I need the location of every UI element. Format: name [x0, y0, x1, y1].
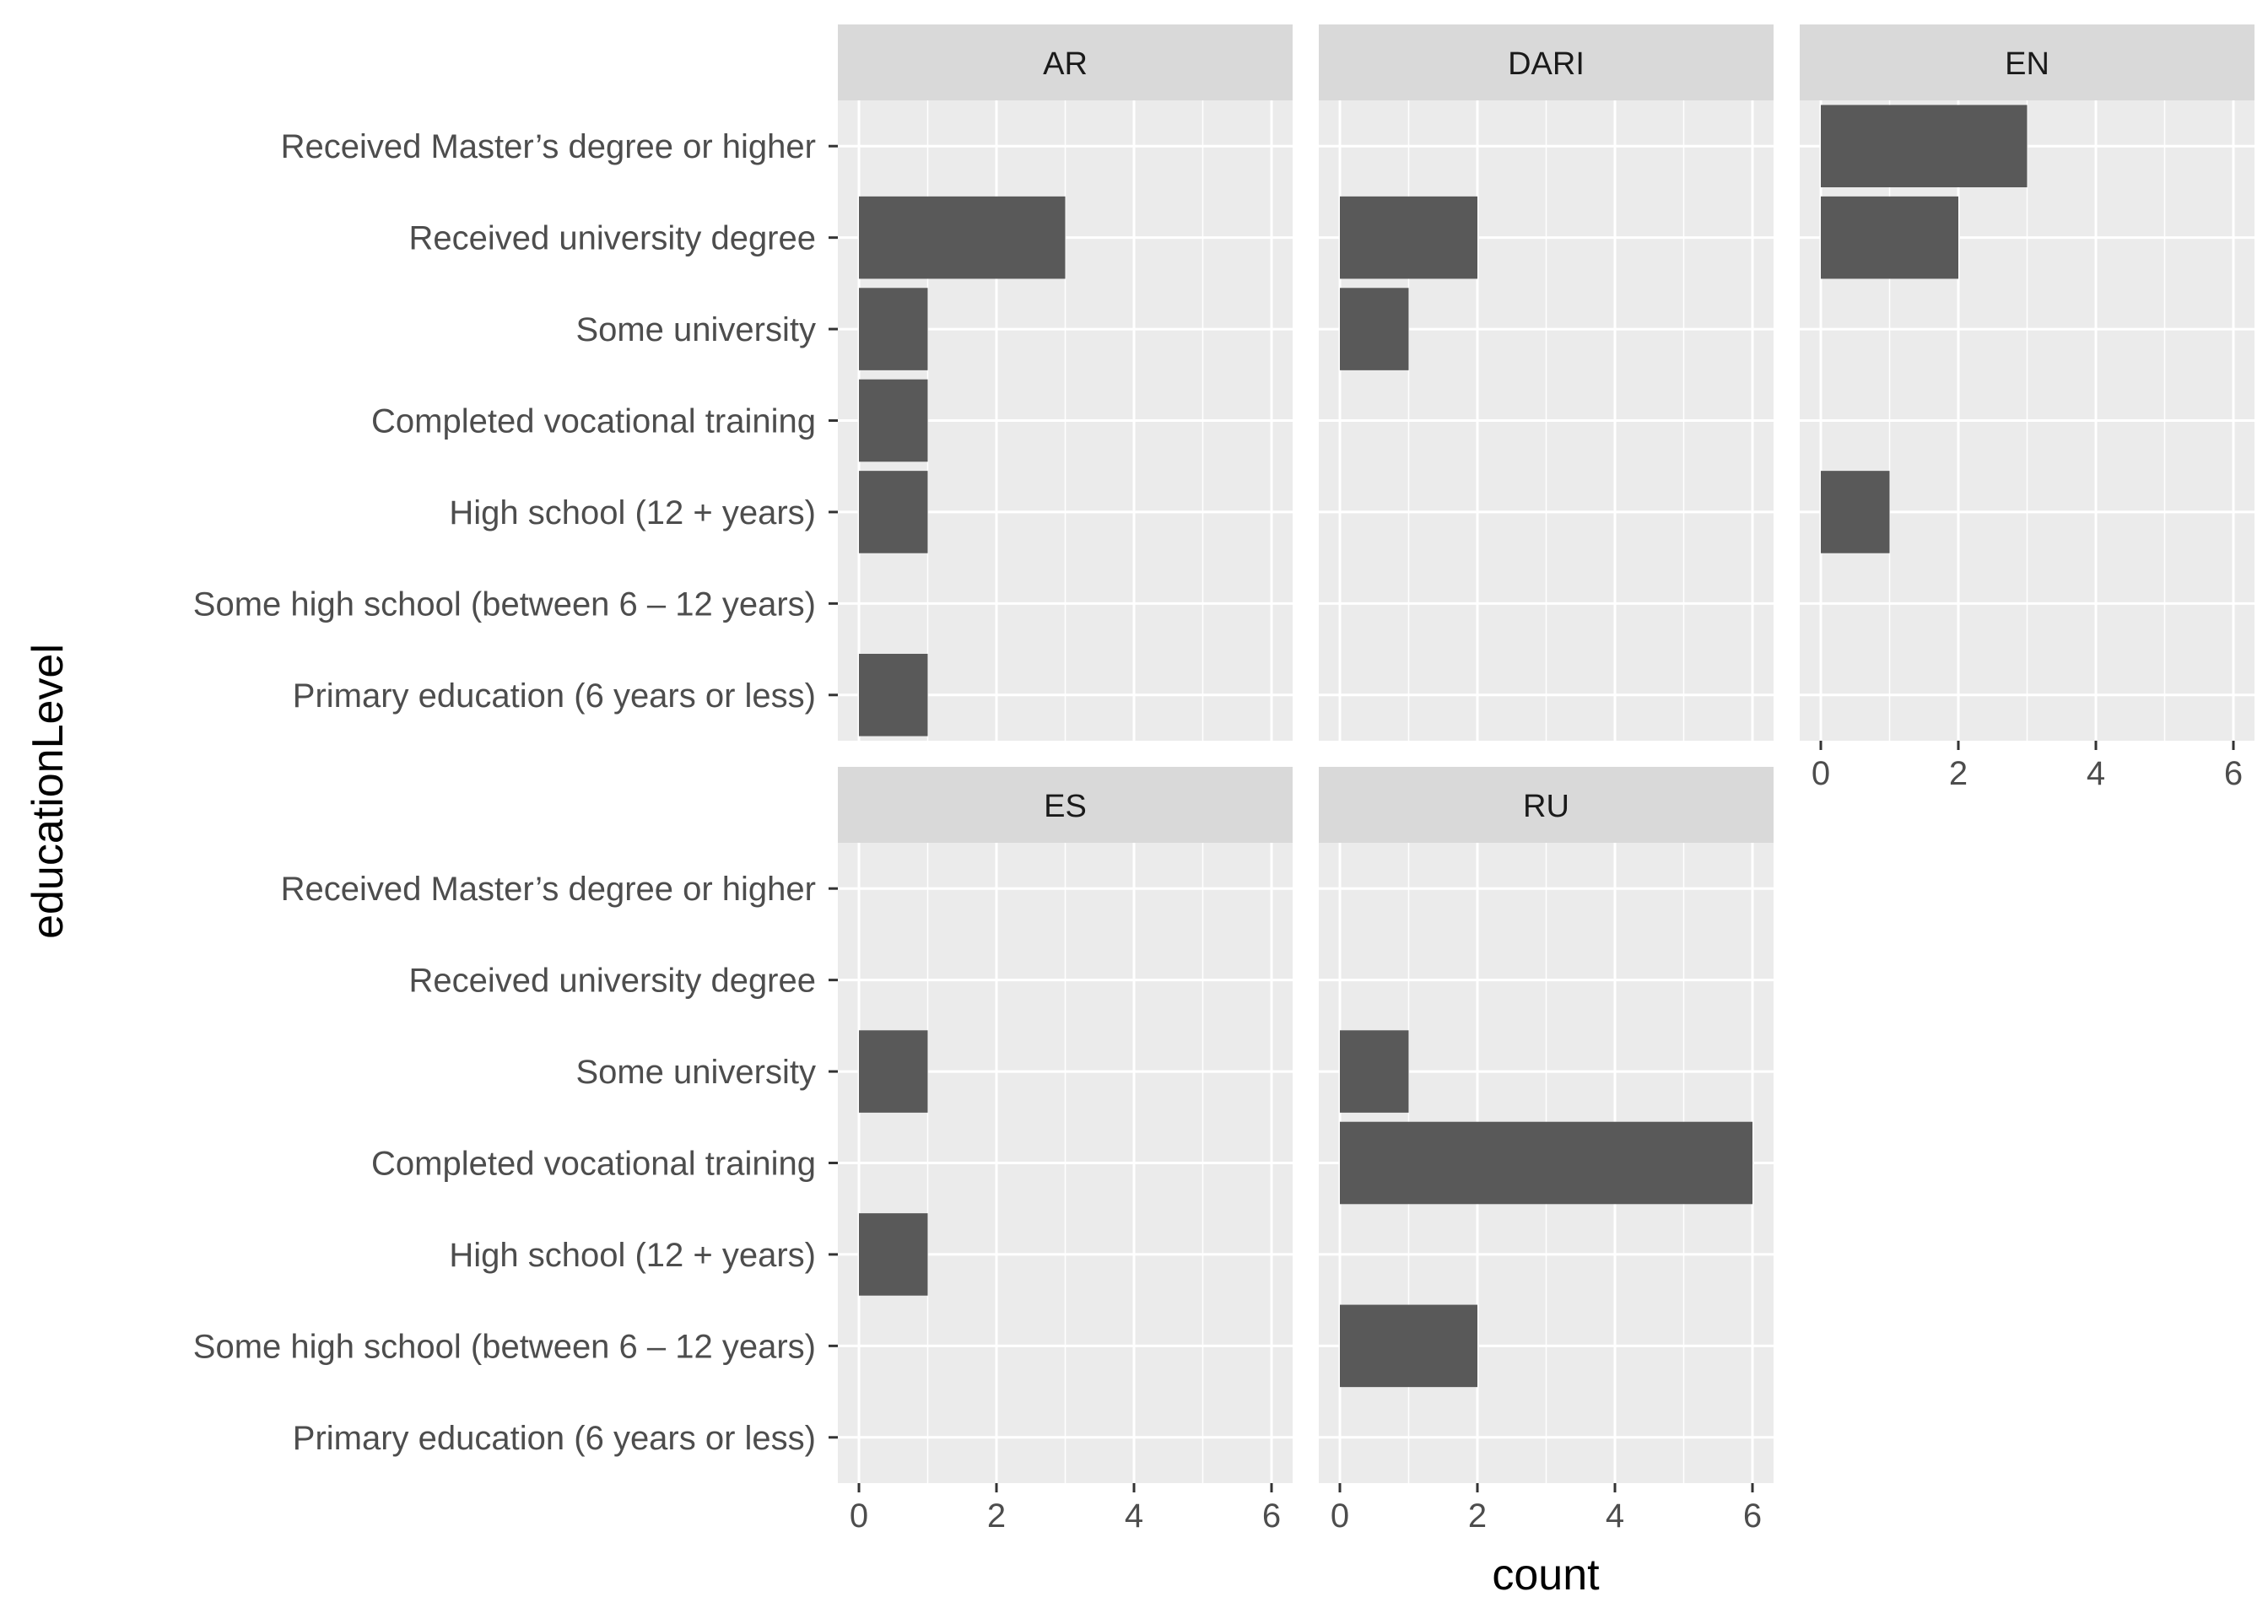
x-tick-label: 4 [1606, 1497, 1624, 1535]
bar-ar-2 [859, 288, 928, 370]
x-tick-label: 0 [1812, 755, 1830, 792]
y-tick-label: Received Master’s degree or higher [281, 128, 816, 165]
bar-en-0 [1821, 105, 2028, 188]
y-tick-label: Some university [575, 1054, 816, 1091]
x-tick-label: 2 [1468, 1497, 1487, 1535]
x-tick-label: 2 [987, 1497, 1006, 1535]
bar-ar-4 [859, 471, 928, 553]
x-tick-label: 2 [1949, 755, 1968, 792]
panel-en: EN 0 2 4 6 [1800, 24, 2254, 792]
y-tick-label: Primary education (6 years or less) [293, 677, 816, 715]
bar-ru-3 [1340, 1121, 1752, 1205]
x-tick-label: 6 [2224, 755, 2243, 792]
y-tick-label: High school (12 + years) [449, 494, 816, 531]
panel-strip-label: ES [1044, 789, 1087, 824]
bar-en-1 [1821, 196, 1958, 279]
y-tick-label: Received Master’s degree or higher [281, 871, 816, 908]
y-tick-label: Some high school (between 6 – 12 years) [193, 1328, 816, 1365]
panel-strip [838, 767, 1293, 843]
y-tick-label: Some university [575, 311, 816, 348]
y-tick-label: Completed vocational training [371, 403, 816, 440]
y-axis-title: educationLevel [24, 644, 73, 939]
panel-strip-label: RU [1523, 789, 1569, 824]
x-tick-label: 4 [2087, 755, 2105, 792]
x-axis-title: count [1492, 1551, 1600, 1600]
bar-es-2 [859, 1030, 928, 1113]
panel-strip-label: AR [1043, 46, 1088, 82]
bar-ru-2 [1340, 1030, 1409, 1113]
bar-es-4 [859, 1213, 928, 1296]
x-tick-label: 6 [1743, 1497, 1762, 1535]
x-tick-label: 6 [1262, 1497, 1281, 1535]
panel-ru: RU 0 2 4 6 [1319, 767, 1774, 1535]
panel-strip-label: DARI [1508, 46, 1585, 82]
x-tick-label: 0 [1331, 1497, 1349, 1535]
panel-strip [1319, 24, 1774, 100]
panel-es: ES Received Master’s degree or higher Rece… [193, 767, 1293, 1535]
y-tick-label: Received university degree [409, 220, 816, 257]
panel-dari: DARI [1319, 24, 1774, 741]
panel-strip [1319, 767, 1774, 843]
bar-ar-6 [859, 653, 928, 736]
y-tick-label: Some high school (between 6 – 12 years) [193, 585, 816, 623]
bar-ar-3 [859, 379, 928, 462]
panel-strip-label: EN [2005, 46, 2049, 82]
bar-en-4 [1821, 471, 1890, 553]
bar-ar-1 [859, 196, 1066, 279]
x-tick-label: 4 [1125, 1497, 1143, 1535]
bar-dari-1 [1340, 196, 1477, 279]
bar-ru-5 [1340, 1304, 1477, 1388]
y-tick-label: High school (12 + years) [449, 1237, 816, 1274]
y-tick-label: Primary education (6 years or less) [293, 1420, 816, 1457]
panel-strip [838, 24, 1293, 100]
panel-strip [1800, 24, 2254, 100]
y-tick-label: Completed vocational training [371, 1146, 816, 1183]
y-tick-label: Received university degree [409, 963, 816, 1000]
x-tick-label: 0 [850, 1497, 868, 1535]
bar-dari-2 [1340, 288, 1409, 370]
panel-ar: AR Received Master’s degree or higher Rece… [193, 24, 1293, 741]
